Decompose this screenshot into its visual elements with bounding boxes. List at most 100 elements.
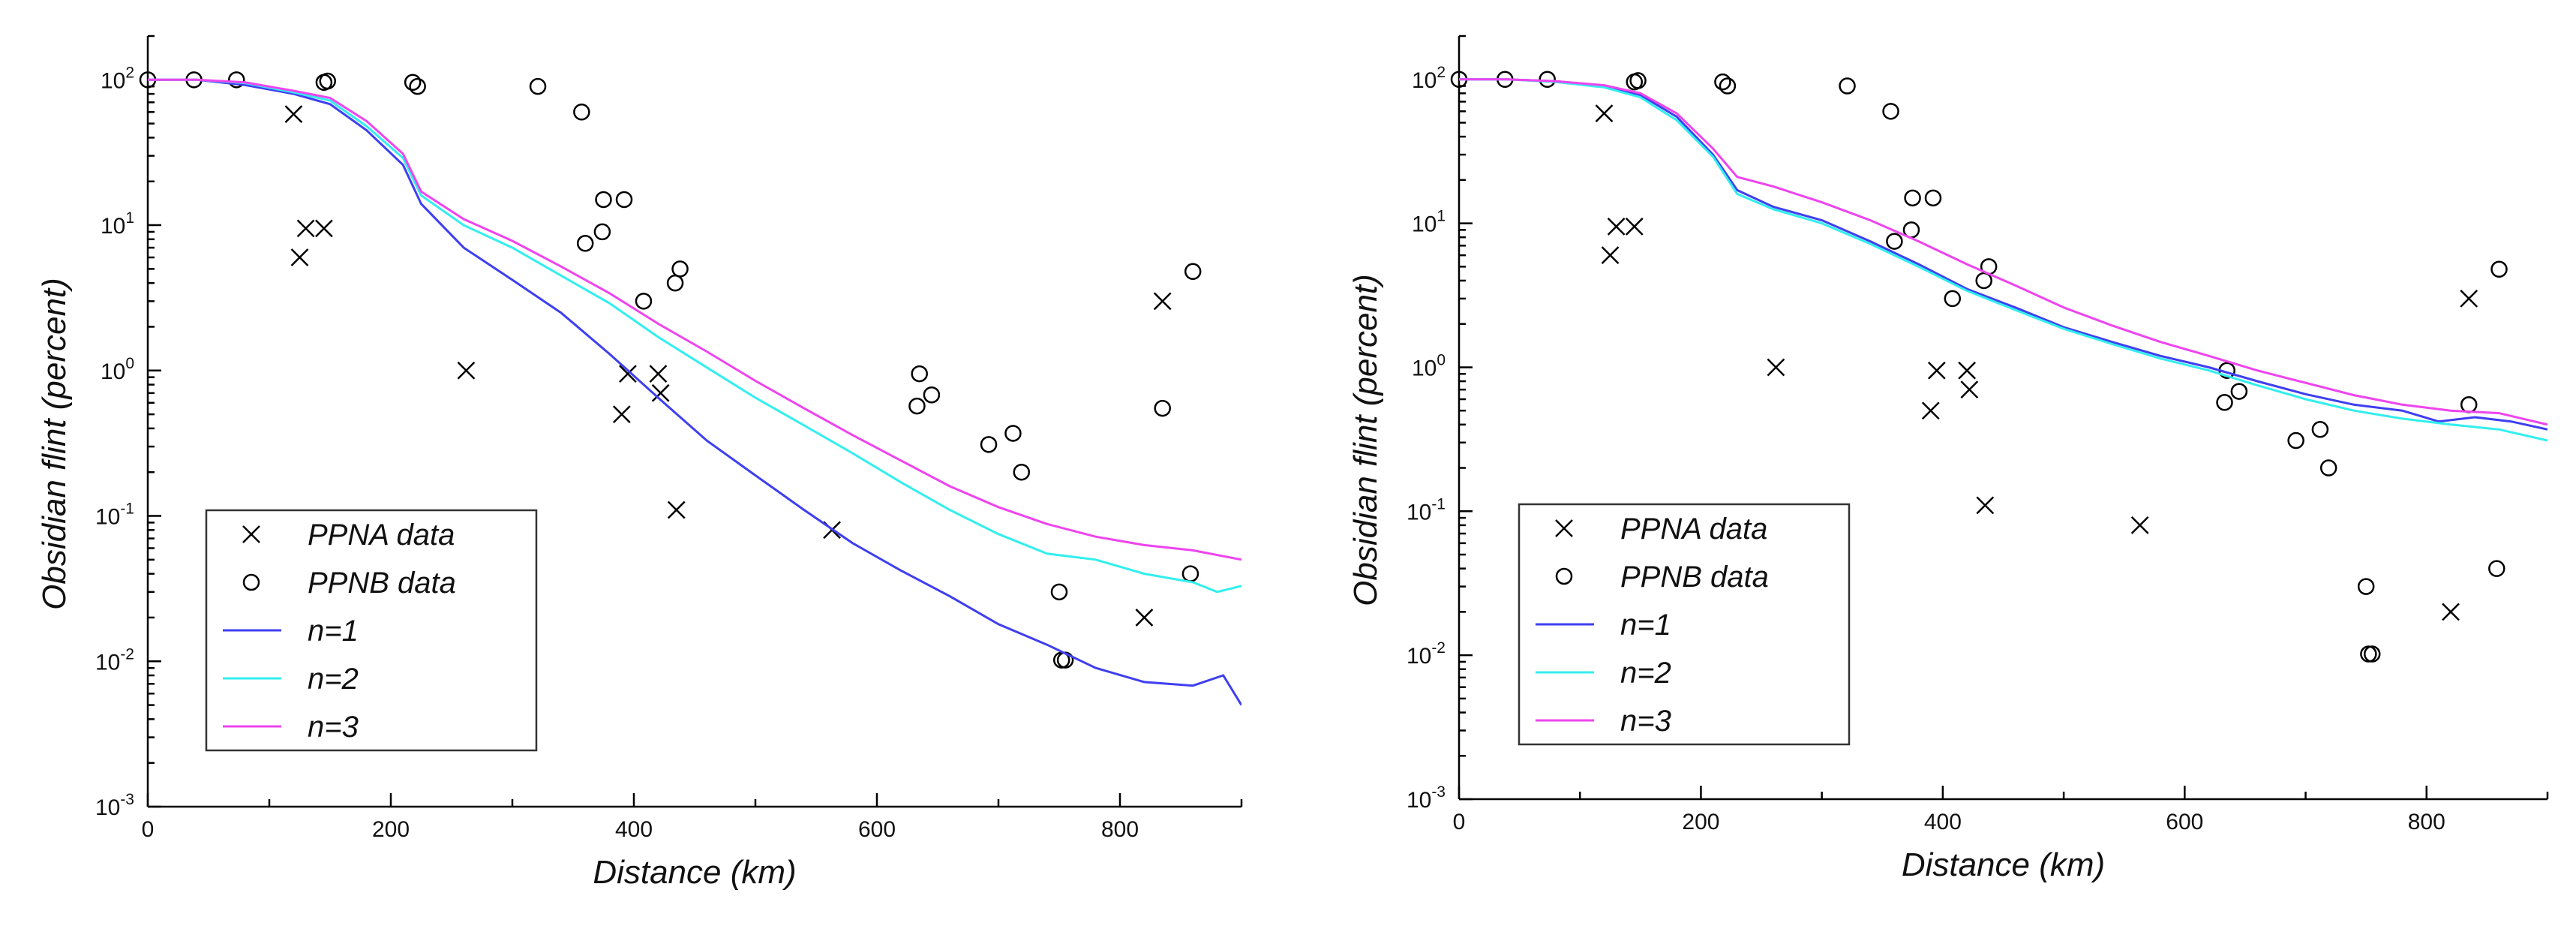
ppna-point [2442,603,2459,620]
y-tick-label: 100 [1412,351,1446,380]
ppna-point [668,502,685,519]
ppnb-point [1977,273,1992,288]
ppnb-point [530,79,545,94]
y-tick-exponent: 0 [1437,351,1446,368]
y-tick-base: 10 [1407,644,1431,669]
y-tick-base: 10 [101,359,125,384]
ppnb-point [2321,461,2336,476]
ppnb-point [1183,567,1198,582]
ppna-point [285,106,302,122]
y-tick-base: 10 [101,214,125,239]
ppnb-point [1185,264,1200,279]
ppna-point [1977,497,1993,513]
y-tick-base: 10 [1412,356,1437,380]
left-chart-panel: 0 200 400 600 80010-310-210-1100101102Distan… [36,36,1241,891]
ppnb-point [405,75,420,90]
x-axis-label: Distance (km) [1902,846,2105,883]
x-tick-label: 600 [858,817,896,842]
ppnb-point [668,275,683,290]
series-line-n3 [148,80,1241,560]
x-tick-label: 0 [1453,810,1466,834]
ppnb-point [981,437,996,452]
y-tick-exponent: 1 [125,209,134,227]
y-tick-base: 10 [1412,212,1437,237]
ppnb-point [2358,579,2373,594]
legend-label: n=1 [308,615,359,648]
y-tick-label: 101 [101,209,134,239]
ppna-point [1959,362,1975,379]
ppnb-point [909,398,924,413]
y-tick-label: 10-3 [1407,783,1446,813]
series-line-n2 [1459,80,2547,440]
ppna-point [316,220,332,236]
ppna-point [458,362,474,379]
legend-label: n=1 [1620,609,1671,642]
y-tick-label: 10-3 [95,791,134,820]
y-tick-label: 102 [101,64,134,93]
y-tick-base: 10 [1407,500,1431,525]
ppna-point [1767,359,1784,375]
ppnb-point [595,224,610,239]
figure: 0 200 400 600 80010-310-210-1100101102Distan… [0,0,2576,929]
x-tick-label: 200 [1682,810,1719,834]
ppnb-point [1884,104,1899,119]
legend: PPNA data PPNB data n=1 n=2 n=3 [206,510,536,750]
y-tick-exponent: -3 [1431,783,1446,801]
ppnb-point [2232,384,2247,399]
y-tick-label: 10-1 [95,501,134,530]
x-tick-label: 200 [372,817,410,842]
ppnb-point [596,192,611,207]
y-tick-exponent: -3 [120,791,134,808]
ppnb-point [1005,425,1020,440]
ppna-point [650,365,666,382]
ppnb-point [2492,262,2507,277]
ppnb-point [2461,397,2476,412]
legend-label: PPNA data [1620,513,1767,546]
series-line-n3 [1459,80,2547,425]
y-tick-base: 10 [95,795,120,820]
y-tick-exponent: -1 [1431,495,1446,513]
ppnb-point [2361,647,2376,662]
ppna-point [1154,293,1171,309]
y-tick-base: 10 [95,505,120,530]
y-axis-label: Obsidian flint (percent) [36,278,73,610]
y-tick-base: 10 [1412,68,1437,93]
y-tick-exponent: 2 [125,64,134,81]
y-tick-label: 10-2 [95,645,134,675]
ppna-point [1626,218,1643,235]
y-tick-exponent: 0 [125,355,134,372]
ppnb-point [1905,191,1920,206]
y-tick-exponent: 1 [1437,208,1446,225]
ppnb-point [1052,585,1067,600]
y-tick-label: 100 [101,355,134,384]
ppnb-point [912,366,927,381]
legend-label: n=3 [308,711,359,744]
x-tick-label: 400 [615,817,653,842]
ppnb-point [1720,79,1735,94]
y-tick-base: 10 [1407,788,1431,813]
ppna-point [298,220,314,236]
ppna-point [1929,362,1945,379]
legend-label: n=2 [308,663,359,696]
ppnb-point [2217,395,2232,410]
ppna-point [292,249,308,266]
y-tick-exponent: -1 [120,501,134,518]
y-tick-exponent: -2 [1431,639,1446,657]
ppnb-point [1540,72,1555,87]
ppnb-point [636,293,651,308]
y-tick-base: 10 [95,650,120,675]
legend-label: n=3 [1620,705,1671,738]
y-tick-base: 10 [101,68,125,93]
legend-label: PPNB data [308,567,456,600]
ppnb-point [578,236,593,251]
ppnb-point [1014,464,1029,480]
y-tick-exponent: 2 [1437,64,1446,81]
ppnb-point [1715,74,1730,89]
y-tick-label: 102 [1412,64,1446,93]
ppnb-point [2313,422,2328,437]
ppnb-point [410,79,425,94]
legend: PPNA data PPNB data n=1 n=2 n=3 [1519,504,1849,744]
ppnb-point [1926,191,1941,206]
ppnb-point [924,387,939,402]
ppnb-point [673,261,688,276]
